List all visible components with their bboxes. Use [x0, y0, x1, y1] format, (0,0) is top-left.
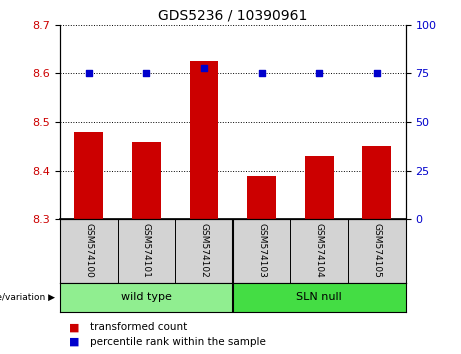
Text: GSM574103: GSM574103 [257, 223, 266, 278]
Text: GSM574105: GSM574105 [372, 223, 381, 278]
Text: genotype/variation ▶: genotype/variation ▶ [0, 293, 55, 302]
Text: transformed count: transformed count [90, 322, 187, 332]
Point [373, 71, 381, 76]
Point [85, 71, 92, 76]
Text: percentile rank within the sample: percentile rank within the sample [90, 337, 266, 347]
Text: GSM574102: GSM574102 [200, 223, 208, 278]
Bar [362, 147, 391, 219]
Title: GDS5236 / 10390961: GDS5236 / 10390961 [158, 8, 307, 22]
Text: GSM574104: GSM574104 [315, 223, 324, 278]
Text: wild type: wild type [121, 292, 172, 302]
Point [142, 71, 150, 76]
Bar [305, 156, 334, 219]
Point [315, 71, 323, 76]
Point [258, 71, 266, 76]
Bar [60, 283, 233, 312]
Text: ■: ■ [69, 322, 83, 332]
Bar [132, 142, 161, 219]
Bar [247, 176, 276, 219]
Text: GSM574100: GSM574100 [84, 223, 93, 278]
Text: GSM574101: GSM574101 [142, 223, 151, 278]
Bar [74, 132, 103, 219]
Text: SLN null: SLN null [296, 292, 342, 302]
Text: ■: ■ [69, 337, 83, 347]
Bar [233, 283, 406, 312]
Bar [189, 61, 219, 219]
Point [200, 65, 207, 70]
